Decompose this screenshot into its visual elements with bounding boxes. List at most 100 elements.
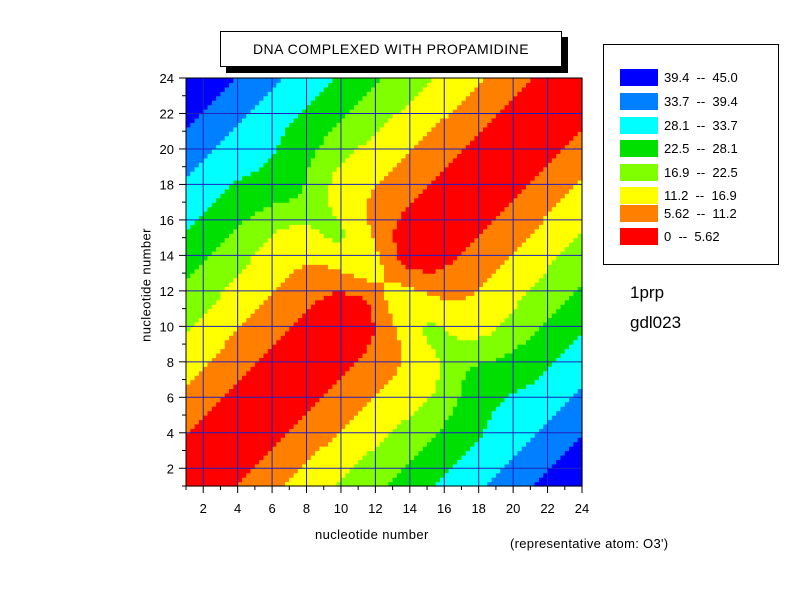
contour-cell bbox=[358, 250, 364, 256]
contour-cell bbox=[375, 211, 381, 217]
contour-cell bbox=[306, 286, 312, 292]
contour-cell bbox=[241, 131, 247, 137]
contour-cell bbox=[345, 157, 351, 163]
contour-cell bbox=[392, 472, 398, 478]
contour-cell bbox=[414, 233, 420, 239]
contour-cell bbox=[190, 419, 196, 425]
contour-cell bbox=[409, 321, 415, 327]
contour-cell bbox=[186, 344, 191, 350]
contour-cell bbox=[401, 82, 407, 88]
contour-cell bbox=[186, 104, 191, 110]
contour-cell bbox=[254, 352, 260, 358]
contour-cell bbox=[272, 450, 277, 456]
contour-cell bbox=[392, 188, 398, 194]
contour-cell bbox=[319, 379, 325, 385]
contour-cell bbox=[315, 290, 321, 296]
contour-cell bbox=[237, 463, 243, 469]
contour-cell bbox=[254, 450, 260, 456]
contour-cell bbox=[366, 454, 372, 460]
contour-cell bbox=[414, 78, 420, 84]
contour-cell bbox=[396, 472, 402, 478]
contour-cell bbox=[401, 228, 407, 234]
contour-cell bbox=[207, 375, 213, 381]
contour-cell bbox=[207, 330, 213, 336]
contour-cell bbox=[194, 375, 200, 381]
contour-cell bbox=[211, 339, 217, 345]
contour-cell bbox=[198, 454, 204, 460]
contour-cell bbox=[207, 242, 213, 248]
contour-cell bbox=[405, 295, 411, 301]
contour-cell bbox=[310, 166, 316, 172]
contour-cell bbox=[194, 255, 200, 261]
contour-cell bbox=[289, 259, 295, 265]
contour-cell bbox=[254, 166, 260, 172]
contour-cell bbox=[186, 122, 191, 128]
contour-cell bbox=[414, 224, 420, 230]
contour-cell bbox=[336, 406, 342, 412]
contour-cell bbox=[362, 379, 368, 385]
contour-cell bbox=[203, 472, 209, 478]
contour-cell bbox=[267, 415, 273, 421]
contour-cell bbox=[405, 219, 411, 225]
contour-cell bbox=[263, 184, 269, 190]
contour-cell bbox=[371, 370, 376, 376]
contour-cell bbox=[362, 175, 368, 181]
contour-cell bbox=[263, 432, 269, 438]
contour-cell bbox=[366, 366, 372, 372]
contour-cell bbox=[405, 237, 411, 243]
contour-cell bbox=[272, 406, 277, 412]
contour-cell bbox=[207, 228, 213, 234]
contour-cell bbox=[349, 175, 355, 181]
contour-cell bbox=[405, 206, 411, 212]
contour-cell bbox=[241, 308, 247, 314]
contour-cell bbox=[409, 122, 415, 128]
contour-cell bbox=[384, 357, 389, 363]
contour-cell bbox=[315, 148, 321, 154]
contour-cell bbox=[396, 100, 402, 106]
contour-cell bbox=[336, 432, 342, 438]
contour-cell bbox=[353, 255, 359, 261]
contour-cell bbox=[272, 446, 277, 452]
contour-cell bbox=[276, 348, 282, 354]
contour-cell bbox=[392, 219, 398, 225]
contour-cell bbox=[319, 392, 325, 398]
contour-cell bbox=[297, 357, 303, 363]
contour-cell bbox=[233, 122, 239, 128]
contour-cell bbox=[293, 335, 299, 341]
contour-cell bbox=[332, 454, 338, 460]
contour-cell bbox=[285, 255, 290, 261]
contour-cell bbox=[340, 131, 346, 137]
contour-cell bbox=[186, 375, 191, 381]
contour-cell bbox=[267, 153, 273, 159]
contour-cell bbox=[401, 78, 407, 84]
contour-cell bbox=[379, 428, 385, 434]
contour-cell bbox=[414, 410, 420, 416]
contour-cell bbox=[358, 246, 364, 252]
contour-cell bbox=[414, 423, 420, 429]
contour-cell bbox=[396, 95, 402, 101]
contour-cell bbox=[384, 321, 389, 327]
contour-cell bbox=[267, 273, 273, 279]
contour-cell bbox=[332, 273, 338, 279]
contour-cell bbox=[358, 215, 364, 221]
contour-cell bbox=[302, 459, 308, 465]
contour-cell bbox=[203, 317, 209, 323]
contour-cell bbox=[371, 91, 376, 97]
contour-cell bbox=[396, 237, 402, 243]
contour-cell bbox=[198, 339, 204, 345]
contour-cell bbox=[340, 459, 346, 465]
contour-cell bbox=[310, 415, 316, 421]
contour-cell bbox=[418, 481, 424, 487]
contour-cell bbox=[194, 259, 200, 265]
contour-cell bbox=[289, 215, 295, 221]
contour-cell bbox=[349, 91, 355, 97]
contour-cell bbox=[414, 415, 420, 421]
contour-cell bbox=[233, 454, 239, 460]
contour-cell bbox=[250, 153, 256, 159]
contour-cell bbox=[405, 379, 411, 385]
contour-cell bbox=[246, 211, 252, 217]
contour-cell bbox=[358, 295, 364, 301]
contour-cell bbox=[285, 246, 290, 252]
contour-cell bbox=[345, 148, 351, 154]
contour-cell bbox=[396, 250, 402, 256]
